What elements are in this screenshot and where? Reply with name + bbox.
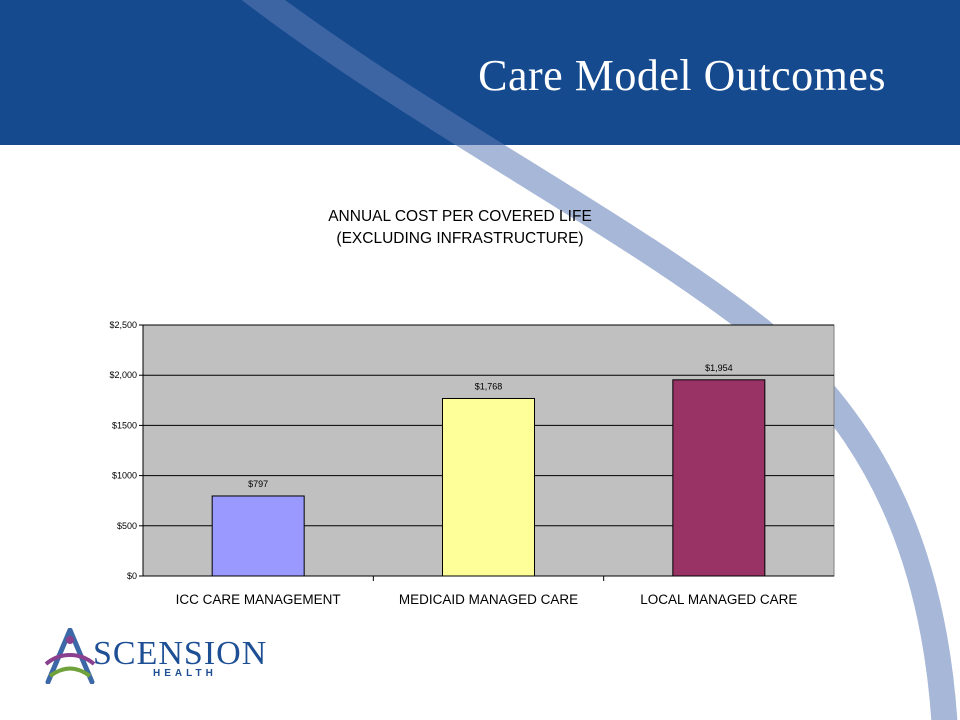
bar [211,495,305,577]
data-label: $1,954 [705,363,733,373]
header-band [0,0,960,145]
data-label: $1,768 [475,381,503,391]
ascension-health-logo: SCENSION HEALTH [40,628,266,684]
y-tick-label: $1500 [112,420,137,430]
x-category-label: LOCAL MANAGED CARE [640,592,797,607]
chart-title-line-2: (EXCLUDING INFRASTRUCTURE) [336,230,584,247]
logo-symbol-icon [44,628,96,684]
y-tick-label: $1000 [112,471,137,481]
x-category-label: ICC CARE MANAGEMENT [176,592,341,607]
y-tick-label: $500 [117,521,137,531]
logo-subtitle: HEALTH [153,668,217,679]
bar [672,379,766,577]
slide-title: Care Model Outcomes [478,51,886,100]
y-tick-label: $2,000 [109,370,137,380]
chart-title-line-1: ANNUAL COST PER COVERED LIFE [328,208,592,225]
y-tick-label: $2,500 [109,320,137,330]
bar [442,397,535,577]
data-label: $797 [248,479,268,489]
x-category-label: MEDICAID MANAGED CARE [399,592,578,607]
y-tick-label: $0 [127,571,137,581]
logo-wordmark: SCENSION [93,635,268,672]
